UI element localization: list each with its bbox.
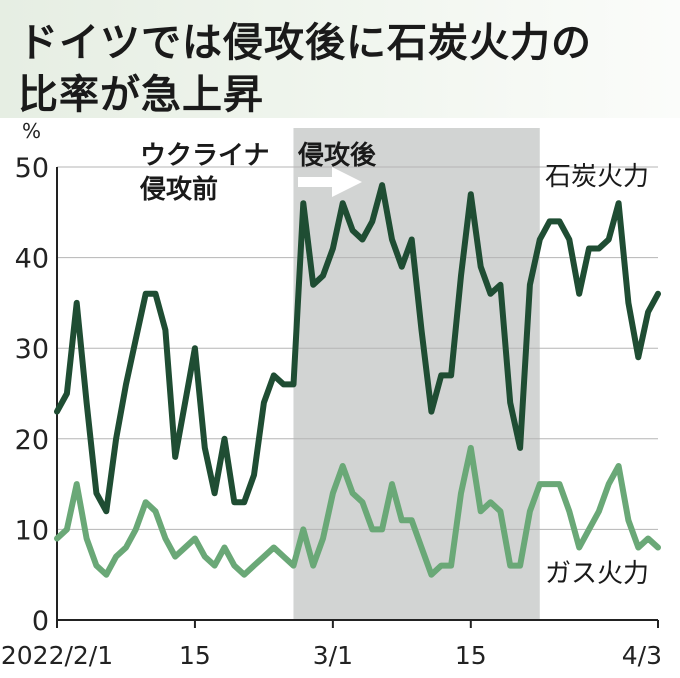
x-tick-labels: 2022/2/1 15 3/1 15 4/3 <box>1 620 662 670</box>
y-tick-label: 10 <box>15 515 49 546</box>
chart-title-line-1: ドイツでは侵攻後に石炭火力の <box>18 20 592 66</box>
x-tick-label: 15 <box>455 641 487 670</box>
coal-series-line <box>54 182 661 515</box>
annotation-before-line1: ウクライナ <box>140 141 269 171</box>
y-tick-label: 0 <box>32 606 49 637</box>
gas-series-label: ガス火力 <box>545 559 649 589</box>
y-tick-label: 30 <box>15 334 49 365</box>
gridlines <box>57 166 658 530</box>
x-tick-label: 15 <box>179 641 211 670</box>
arrow-icon <box>298 167 362 197</box>
y-tick-label: 40 <box>15 244 49 275</box>
y-tick-label: 20 <box>15 425 49 456</box>
annotation-after: 侵攻後 <box>297 140 377 171</box>
series-lines <box>54 182 661 578</box>
annotation-before-line2: 侵攻前 <box>139 174 218 205</box>
post-invasion-shading <box>293 128 540 620</box>
coal-series-label: 石炭火力 <box>545 162 649 192</box>
x-tick-label: 3/1 <box>313 641 353 670</box>
gas-series-line <box>54 444 661 578</box>
x-tick-label: 4/3 <box>622 641 662 670</box>
y-tick-labels: 0 10 20 30 40 50 <box>15 153 49 637</box>
y-axis-unit-label: % <box>22 119 41 143</box>
x-tick-label: 2022/2/1 <box>1 641 113 670</box>
title-banner: ドイツでは侵攻後に石炭火力の 比率が急上昇 <box>0 0 680 118</box>
y-tick-label: 50 <box>15 153 49 184</box>
chart-title-line-2: 比率が急上昇 <box>18 72 264 118</box>
